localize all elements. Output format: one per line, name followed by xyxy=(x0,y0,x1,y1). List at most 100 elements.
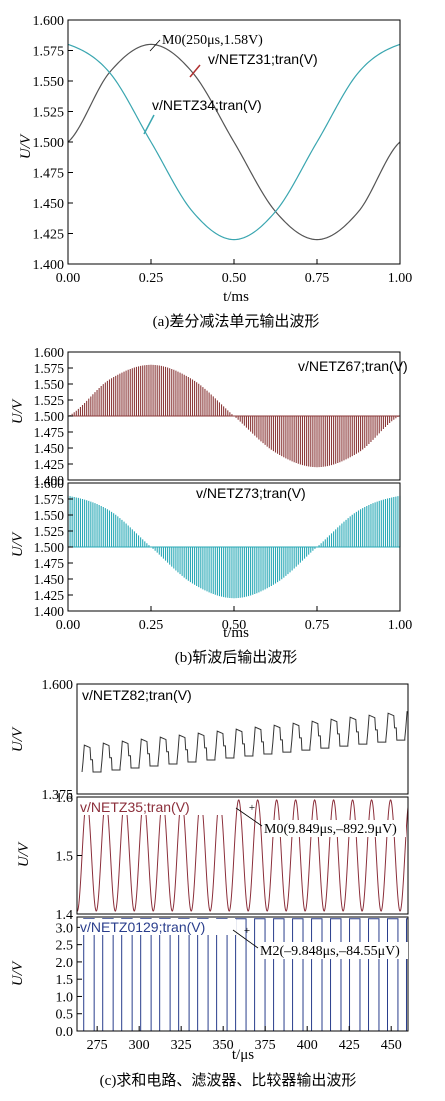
chart-b-xtick-label: 0.75 xyxy=(305,618,330,633)
chart-a-xlabel: t/ms xyxy=(223,289,249,305)
chart-b-xtick-label: 0.25 xyxy=(139,618,164,633)
chart-c-panel1-series-label: v/NETZ82;tran(V) xyxy=(82,687,192,703)
chart-b-ytick-label: 1.600 xyxy=(34,476,65,491)
chart-b-ytick-label: 1.550 xyxy=(34,508,65,523)
chart-c-panel3-annotation: M2(–9.848μs,–84.55μV) xyxy=(260,944,400,959)
chart-c-ytick-label: 1.600 xyxy=(42,678,74,693)
chart-a-ytick-label: 1.450 xyxy=(33,197,65,212)
chart-c-panel3-marker: + xyxy=(244,925,250,937)
chart-b-top-ylabel: U/V xyxy=(10,398,26,424)
chart-c-ytick-label: 0.5 xyxy=(56,1008,74,1023)
chart-c-ytick-label: 2.5 xyxy=(56,939,74,954)
chart-a-ytick-label: 1.475 xyxy=(33,167,65,182)
chart-b-ytick-label: 1.525 xyxy=(34,393,65,408)
chart-a-annotation-m0: M0(250μs,1.58V) xyxy=(162,33,263,48)
chart-c-xtick-label: 400 xyxy=(297,1038,318,1053)
chart-b: 1.6001.5751.5501.5251.5001.4751.4501.425… xyxy=(10,345,412,666)
chart-c-xtick-label: 375 xyxy=(255,1038,276,1053)
chart-c-panel1-label-bg xyxy=(80,687,208,703)
chart-c-wave-netz35 xyxy=(76,799,409,912)
chart-a-xtick-label: 0.00 xyxy=(56,271,81,286)
chart-c-panel3-label-bg xyxy=(80,919,236,935)
chart-c-panel3-series-label: v/NETZ0129;tran(V) xyxy=(80,919,205,935)
chart-c-ytick-label: 1.4 xyxy=(56,908,74,923)
chart-c-panel2-label-bg xyxy=(80,799,228,815)
chart-a-annotation-m0-leader xyxy=(149,39,161,52)
chart-b-ytick-label: 1.575 xyxy=(34,492,65,507)
chart-c-panel3-frame xyxy=(76,916,409,1032)
chart-a-xtick-label: 0.25 xyxy=(139,271,164,286)
chart-b-chopped-wave-netz67 xyxy=(69,364,399,468)
chart-a-ytick-label: 1.525 xyxy=(33,106,65,121)
chart-c-ytick-label: 0.0 xyxy=(56,1025,74,1040)
chart-c-ytick-label: 1.6 xyxy=(56,791,74,806)
chart-b-ytick-label: 1.550 xyxy=(34,377,65,392)
chart-c-ytick-label: 1.5 xyxy=(56,850,74,865)
chart-c-ytick-label: 3.0 xyxy=(56,921,74,936)
chart-a-ytick-label: 1.425 xyxy=(33,228,65,243)
chart-b-bottom-series-label: v/NETZ73;tran(V) xyxy=(196,485,306,501)
chart-a-caption: (a)差分减法单元输出波形 xyxy=(153,313,320,330)
legend-netz31: v/NETZ31;tran(V) xyxy=(208,51,318,67)
chart-a-ytick-label: 1.400 xyxy=(33,258,65,273)
chart-a-xtick-label: 0.75 xyxy=(305,271,330,286)
chart-b-ytick-label: 1.450 xyxy=(34,441,65,456)
chart-a-ytick-label: 1.575 xyxy=(33,45,65,60)
chart-c-xtick-label: 425 xyxy=(339,1038,360,1053)
chart-a-ytick-label: 1.550 xyxy=(33,75,65,90)
chart-b-xtick-label: 0.00 xyxy=(56,618,81,633)
chart-c-panel2-ylabel: U/V xyxy=(16,841,32,867)
chart-a: 1.600 1.575 1.550 1.525 1.500 1.475 1.450 1.425… xyxy=(18,14,412,330)
chart-c-ytick-label: 1.0 xyxy=(56,990,74,1005)
chart-c-panel1-ylabel: U/V xyxy=(10,726,26,752)
chart-c-panel2-series-label: v/NETZ35;tran(V) xyxy=(80,799,190,815)
chart-c-panel3-ylabel: U/V xyxy=(10,960,26,986)
chart-b-xtick-label: 1.00 xyxy=(388,618,413,633)
chart-c-xtick-label: 325 xyxy=(171,1038,192,1053)
chart-b-ytick-label: 1.500 xyxy=(34,540,65,555)
chart-c-ytick-label: 1.375 xyxy=(42,788,74,803)
chart-a-ylabel: U/V xyxy=(18,133,34,159)
chart-c-wave-netz82 xyxy=(81,711,408,773)
chart-c: 1.600 1.375 1.6 1.5 1.4 3.0 2.5 2.0 1.5 1.0 0.5 0… xyxy=(10,678,409,1089)
chart-c-panel3-annotation-leader xyxy=(232,929,259,949)
chart-c-xtick-label: 350 xyxy=(213,1038,234,1053)
chart-c-panel3-annotation-bg xyxy=(258,942,408,959)
chart-a-xtick-label: 1.00 xyxy=(388,271,413,286)
chart-c-panel2-annotation: M0(9.849μs,–892.9μV) xyxy=(264,822,397,837)
chart-b-ytick-label: 1.500 xyxy=(34,409,65,424)
chart-b-ytick-label: 1.600 xyxy=(34,345,65,360)
chart-b-ytick-label: 1.475 xyxy=(34,556,65,571)
chart-b-caption: (b)斩波后输出波形 xyxy=(175,649,298,666)
chart-b-xtick-label: 0.50 xyxy=(222,618,247,633)
chart-b-ytick-label: 1.425 xyxy=(34,588,65,603)
chart-c-panel1-frame xyxy=(76,683,409,795)
chart-c-panel2-marker: + xyxy=(249,802,255,814)
chart-b-ytick-label: 1.400 xyxy=(34,604,65,619)
chart-c-ytick-label: 1.5 xyxy=(56,973,74,988)
chart-a-xtick-label: 0.50 xyxy=(222,271,247,286)
chart-c-panel2-annotation-leader xyxy=(235,807,263,827)
chart-c-xlabel: t/μs xyxy=(232,1047,254,1063)
chart-c-ytick-label: 2.0 xyxy=(56,956,74,971)
chart-c-xtick-label: 300 xyxy=(129,1038,150,1053)
chart-c-panel2-annotation-bg xyxy=(262,820,406,837)
legend-netz31-leader xyxy=(189,64,201,78)
legend-netz34: v/NETZ34;tran(V) xyxy=(152,97,262,113)
chart-b-ytick-label: 1.450 xyxy=(34,572,65,587)
chart-b-ytick-label: 1.575 xyxy=(34,361,65,376)
chart-b-ytick-label: 1.525 xyxy=(34,524,65,539)
chart-c-xtick-label: 275 xyxy=(87,1038,108,1053)
chart-a-ytick-label: 1.500 xyxy=(33,136,65,151)
chart-b-ytick-label: 1.400 xyxy=(34,473,65,488)
chart-b-xlabel: t/ms xyxy=(223,625,249,641)
chart-a-ytick-label: 1.600 xyxy=(33,14,65,29)
legend-netz34-leader xyxy=(143,114,155,135)
chart-c-wave-netz0129 xyxy=(83,918,409,1032)
chart-b-ytick-label: 1.475 xyxy=(34,425,65,440)
chart-c-caption: (c)求和电路、滤波器、比较器输出波形 xyxy=(100,1071,357,1089)
chart-c-xtick-label: 450 xyxy=(381,1038,402,1053)
chart-b-ytick-label: 1.425 xyxy=(34,457,65,472)
chart-b-top-series-label: v/NETZ67;tran(V) xyxy=(298,358,408,374)
